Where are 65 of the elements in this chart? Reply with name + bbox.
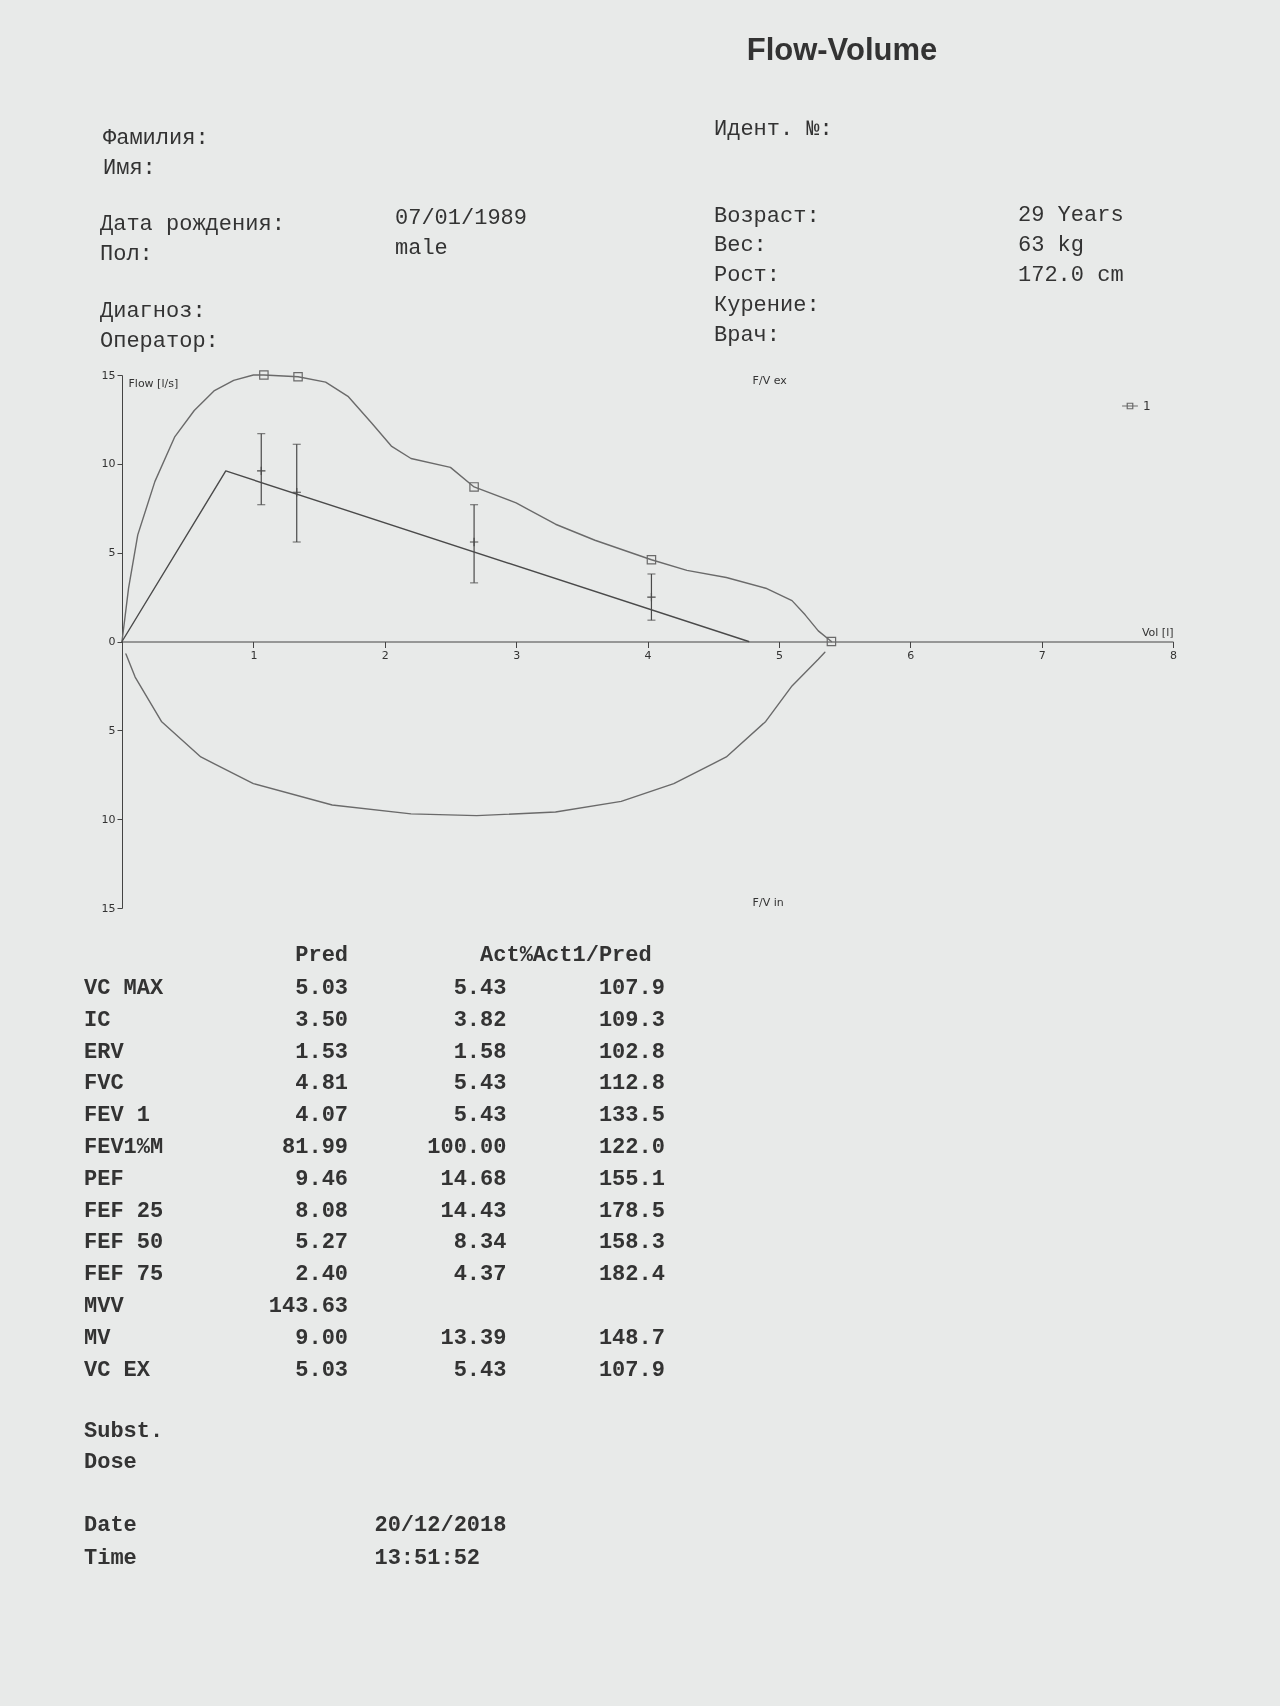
text: Time 13:51:52 [84,1546,481,1571]
text: FEF 75 2.40 4.37 182.4 [84,1262,665,1288]
text: Диагноз: [100,299,206,324]
text: Flow-Volume [746,32,938,68]
y-tick-label: 15 [101,368,116,382]
text: FEF 25 8.08 14.43 178.5 [84,1198,665,1224]
point [259,370,269,380]
text: Dose [84,1450,137,1475]
text: 172.0 cm [1018,263,1124,288]
text: VC MAX 5.03 5.43 107.9 [84,976,665,1001]
line-series [125,651,826,817]
y-tick-label: 10 [101,812,116,826]
text: Оператор: [100,329,219,354]
text: Date 20/12/2018 [84,1513,507,1538]
text: FVC 4.81 5.43 112.8 [84,1071,665,1097]
y-tick-label: 5 [108,546,116,560]
text: Pred Act%Act1/Pred [294,943,652,968]
text: VC EX 5.03 5.43 107.9 [84,1357,665,1383]
x-tick-label: 2 [381,649,389,662]
point [646,554,657,565]
text: Врач: [714,323,781,348]
text: Возраст: [714,204,820,229]
x-tick-label: 5 [775,649,783,662]
y-tick-label: 0 [108,635,116,648]
text: MVV 143.63 [84,1294,349,1319]
text: Subst. [84,1419,164,1444]
x-tick-label: 1 [250,649,258,662]
point [293,371,303,382]
point [469,482,479,492]
x-tick-label: 7 [1038,649,1046,662]
text: PEF 9.46 14.68 155.1 [84,1166,665,1192]
text: FEV1%M 81.99 100.00 122.0 [84,1135,665,1160]
x-tick-label: 8 [1170,649,1177,662]
y-tick-label: 5 [108,723,116,737]
point [826,636,837,647]
text: Рост: [714,263,781,288]
text: Дата рождения: [100,212,285,237]
point [469,537,479,547]
legend-label: 1 [1143,399,1151,413]
text: Идент. №: [714,117,833,142]
point [646,592,657,602]
annotation: F/V ex [752,374,788,387]
text: FEF 50 5.27 8.34 158.3 [84,1230,665,1256]
text: Курение: [714,293,820,318]
y-tick-label: 15 [101,901,116,915]
x-axis-title: Vol [l] [1141,626,1174,639]
text: MV 9.00 13.39 148.7 [84,1325,665,1351]
text: Имя: [103,156,156,181]
text: ERV 1.53 1.58 102.8 [84,1039,665,1065]
text: 63 kg [1018,233,1085,258]
text: male [395,236,448,261]
annotation: F/V in [752,896,784,909]
text: Фамилия: [103,126,209,151]
y-tick-label: 10 [101,457,116,471]
text: 29 Years [1018,203,1124,228]
x-tick-label: 4 [644,649,652,662]
text: 07/01/1989 [395,206,528,231]
x-tick-label: 3 [513,649,521,662]
y-axis-title: Flow [l/s] [128,376,179,390]
x-tick-label: 6 [907,649,915,662]
point [256,466,267,476]
text: Вес: [714,233,767,258]
text: Пол: [100,242,153,267]
text: IC 3.50 3.82 109.3 [84,1007,665,1033]
text: FEV 1 4.07 5.43 133.5 [84,1103,665,1129]
